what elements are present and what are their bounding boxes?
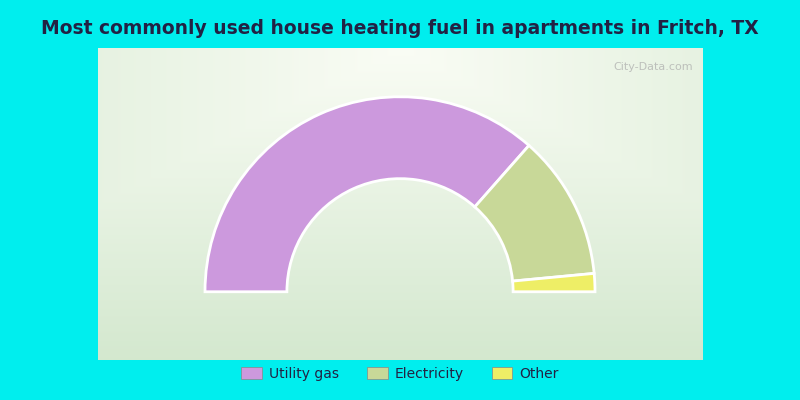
Text: Most commonly used house heating fuel in apartments in Fritch, TX: Most commonly used house heating fuel in…	[41, 18, 759, 38]
Wedge shape	[513, 273, 595, 292]
Legend: Utility gas, Electricity, Other: Utility gas, Electricity, Other	[236, 362, 564, 386]
Wedge shape	[474, 146, 594, 281]
Wedge shape	[205, 97, 529, 292]
Text: City-Data.com: City-Data.com	[613, 62, 693, 72]
